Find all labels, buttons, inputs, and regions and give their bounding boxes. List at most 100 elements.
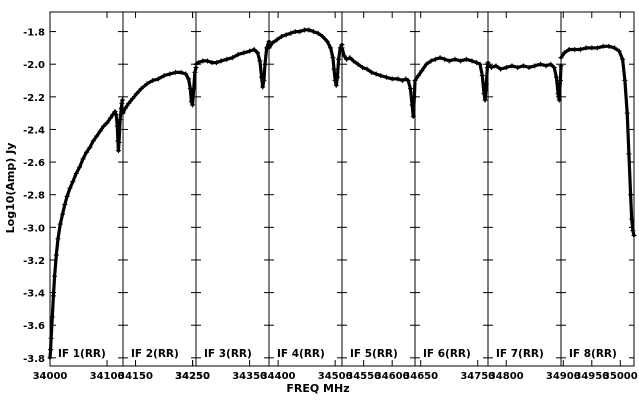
- data-point: [119, 97, 125, 103]
- data-point: [113, 112, 119, 118]
- y-tick-label: -2.0: [23, 60, 45, 71]
- data-point: [423, 61, 429, 67]
- data-point: [458, 58, 464, 64]
- series-line-if3: [194, 39, 271, 89]
- data-point: [409, 102, 415, 108]
- data-point: [320, 33, 326, 39]
- data-point: [195, 60, 201, 66]
- data-point: [620, 56, 626, 62]
- data-point: [415, 73, 421, 79]
- data-point: [333, 82, 339, 88]
- data-point: [269, 40, 275, 46]
- data-point: [334, 74, 340, 80]
- data-point: [583, 45, 589, 51]
- data-point: [437, 55, 443, 61]
- data-point: [616, 48, 622, 54]
- x-tick-label: 34600: [375, 371, 410, 382]
- data-point: [47, 355, 53, 361]
- data-point: [183, 71, 189, 77]
- panel-label: IF 2(RR): [131, 348, 179, 360]
- data-point: [57, 221, 63, 227]
- panel-label: IF 5(RR): [350, 348, 398, 360]
- data-point: [126, 100, 132, 106]
- data-point: [55, 236, 61, 242]
- data-point: [347, 55, 353, 61]
- y-tick-label: -1.8: [23, 28, 45, 39]
- data-point: [509, 63, 515, 69]
- data-point: [97, 128, 103, 134]
- x-tick-label: 35000: [603, 371, 638, 382]
- data-point: [360, 64, 366, 70]
- data-point: [483, 81, 489, 87]
- data-point: [241, 50, 247, 56]
- y-tick-label: -2.8: [23, 191, 45, 202]
- data-point: [64, 193, 70, 199]
- data-point: [315, 30, 321, 36]
- data-point: [412, 78, 418, 84]
- data-point: [331, 66, 337, 72]
- x-tick-label: 34350: [232, 371, 267, 382]
- data-point: [503, 64, 509, 70]
- data-point: [306, 27, 312, 33]
- data-point: [630, 228, 636, 234]
- data-point: [266, 38, 272, 44]
- x-tick-label: 34000: [33, 371, 68, 382]
- data-point: [369, 69, 375, 75]
- x-tick-label: 34950: [574, 371, 609, 382]
- data-point: [469, 58, 475, 64]
- data-point: [479, 73, 485, 79]
- data-point: [262, 61, 268, 67]
- data-point: [230, 55, 235, 61]
- data-point: [344, 56, 350, 62]
- y-tick-label: -3.2: [23, 256, 45, 267]
- data-point: [224, 56, 230, 62]
- panel-label: IF 6(RR): [423, 348, 471, 360]
- data-point: [474, 60, 480, 66]
- data-point: [120, 110, 126, 116]
- data-point: [626, 151, 632, 157]
- data-point: [350, 58, 356, 64]
- data-point: [572, 47, 578, 53]
- x-tick-label: 34250: [175, 371, 210, 382]
- data-point: [411, 94, 417, 100]
- data-point: [566, 47, 572, 53]
- data-point: [150, 78, 156, 84]
- panel-label: IF 4(RR): [277, 348, 325, 360]
- data-point: [260, 84, 266, 90]
- data-point: [297, 29, 303, 35]
- data-point: [94, 133, 100, 139]
- data-point: [558, 55, 564, 61]
- data-point: [119, 100, 125, 106]
- data-point: [324, 38, 330, 44]
- data-point: [87, 144, 93, 150]
- data-point: [498, 66, 504, 72]
- data-point: [53, 252, 59, 258]
- data-point: [395, 76, 401, 82]
- data-point: [336, 56, 342, 62]
- data-point: [77, 164, 83, 170]
- data-point: [477, 61, 483, 67]
- x-tick-label: 34800: [489, 371, 524, 382]
- data-point: [332, 78, 338, 84]
- data-point: [339, 45, 345, 51]
- data-point: [485, 61, 491, 67]
- data-point: [117, 117, 123, 123]
- data-point: [452, 56, 458, 62]
- data-point: [279, 33, 285, 39]
- data-point: [214, 60, 220, 66]
- data-point: [482, 97, 488, 103]
- x-tick-label: 34550: [346, 371, 381, 382]
- data-point: [49, 314, 55, 320]
- data-point: [48, 335, 54, 341]
- panel-label: IF 3(RR): [204, 348, 252, 360]
- data-point: [548, 61, 554, 67]
- data-point: [446, 58, 452, 64]
- data-point: [122, 105, 128, 111]
- series-line-if5: [340, 46, 417, 119]
- data-point: [341, 53, 347, 59]
- x-tick-label: 34400: [261, 371, 296, 382]
- data-point: [493, 63, 499, 69]
- data-point: [292, 29, 298, 35]
- data-point: [577, 47, 583, 53]
- data-point: [200, 58, 206, 64]
